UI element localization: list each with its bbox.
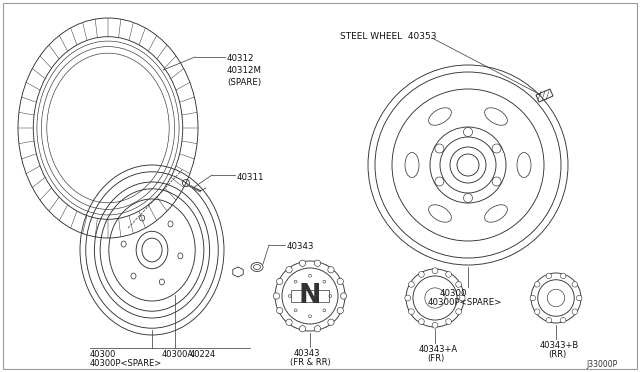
- Circle shape: [408, 282, 414, 287]
- Circle shape: [572, 309, 577, 314]
- Circle shape: [546, 273, 552, 279]
- Circle shape: [534, 309, 540, 314]
- Ellipse shape: [484, 205, 508, 222]
- Circle shape: [561, 317, 566, 323]
- Circle shape: [561, 273, 566, 279]
- Circle shape: [328, 319, 334, 326]
- Circle shape: [337, 278, 344, 285]
- Ellipse shape: [517, 153, 531, 177]
- Circle shape: [276, 278, 283, 285]
- Circle shape: [577, 295, 582, 301]
- Circle shape: [300, 260, 306, 266]
- Text: 40300A: 40300A: [162, 350, 194, 359]
- Circle shape: [276, 307, 283, 314]
- Text: STEEL WHEEL  40353: STEEL WHEEL 40353: [340, 32, 436, 41]
- Text: 40300: 40300: [440, 289, 467, 298]
- Text: 40300P<SPARE>: 40300P<SPARE>: [428, 298, 502, 307]
- Text: J33000P: J33000P: [587, 360, 618, 369]
- Circle shape: [460, 295, 465, 301]
- Text: 40300: 40300: [90, 350, 116, 359]
- Circle shape: [445, 272, 452, 277]
- Text: N: N: [299, 283, 321, 309]
- Circle shape: [300, 326, 306, 332]
- Circle shape: [408, 309, 414, 315]
- Circle shape: [456, 282, 461, 287]
- Bar: [291, 290, 329, 302]
- Text: 40343: 40343: [287, 242, 314, 251]
- Circle shape: [314, 326, 321, 332]
- Text: (FR & RR): (FR & RR): [290, 358, 331, 367]
- Circle shape: [530, 295, 536, 301]
- Circle shape: [286, 267, 292, 273]
- Circle shape: [546, 317, 552, 323]
- Text: 40224: 40224: [190, 350, 216, 359]
- Text: 40343+B: 40343+B: [540, 341, 579, 350]
- Ellipse shape: [429, 108, 451, 125]
- Circle shape: [456, 309, 461, 315]
- Text: 40343+A: 40343+A: [419, 345, 458, 354]
- Circle shape: [405, 295, 411, 301]
- Text: (FR): (FR): [427, 354, 444, 363]
- Circle shape: [273, 293, 280, 299]
- Circle shape: [445, 319, 452, 324]
- Circle shape: [286, 319, 292, 326]
- Circle shape: [337, 307, 344, 314]
- Text: 40300P<SPARE>: 40300P<SPARE>: [90, 359, 163, 368]
- Ellipse shape: [484, 108, 508, 125]
- Circle shape: [340, 293, 347, 299]
- Text: 40311: 40311: [237, 173, 264, 182]
- Text: 40312
40312M
(SPARE): 40312 40312M (SPARE): [227, 54, 262, 87]
- Circle shape: [432, 268, 438, 274]
- Ellipse shape: [429, 205, 451, 222]
- Ellipse shape: [405, 153, 419, 177]
- Text: (RR): (RR): [548, 350, 566, 359]
- Circle shape: [534, 282, 540, 287]
- Circle shape: [328, 267, 334, 273]
- Circle shape: [432, 323, 438, 328]
- Circle shape: [572, 282, 577, 287]
- Circle shape: [419, 272, 424, 277]
- Circle shape: [419, 319, 424, 324]
- Text: 40343: 40343: [294, 349, 321, 358]
- Circle shape: [314, 260, 321, 266]
